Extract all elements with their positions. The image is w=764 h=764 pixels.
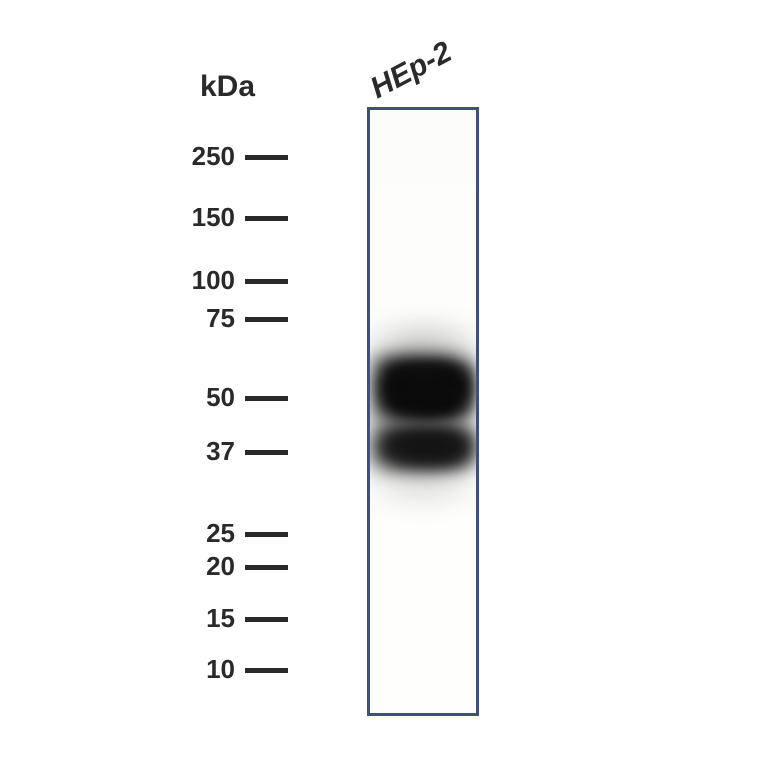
mw-tick-25 xyxy=(245,532,288,537)
mw-tick-150 xyxy=(245,216,288,221)
mw-tick-50 xyxy=(245,396,288,401)
mw-tick-37 xyxy=(245,450,288,455)
mw-label-75: 75 xyxy=(155,303,235,334)
mw-tick-15 xyxy=(245,617,288,622)
mw-label-100: 100 xyxy=(155,265,235,296)
blot-figure: kDa HEp-2 250 150 100 75 50 37 2520 15 10 xyxy=(0,0,764,764)
mw-label-50: 50 xyxy=(155,382,235,413)
mw-label-250: 250 xyxy=(155,141,235,172)
mw-tick-100 xyxy=(245,279,288,284)
lane-header: HEp-2 xyxy=(365,35,458,106)
lane-background xyxy=(370,110,476,713)
mw-label-25: 25 xyxy=(155,518,235,549)
mw-label-150: 150 xyxy=(155,202,235,233)
mw-label-10: 10 xyxy=(155,654,235,685)
lane-hep2 xyxy=(367,107,479,716)
mw-label-15: 15 xyxy=(155,603,235,634)
mw-tick-20 xyxy=(245,565,288,570)
mw-tick-75 xyxy=(245,317,288,322)
mw-tick-250 xyxy=(245,155,288,160)
mw-label-37: 37 xyxy=(155,436,235,467)
mw-label-20: 20 xyxy=(155,551,235,582)
mw-tick-10 xyxy=(245,668,288,673)
kda-header: kDa xyxy=(200,70,255,104)
